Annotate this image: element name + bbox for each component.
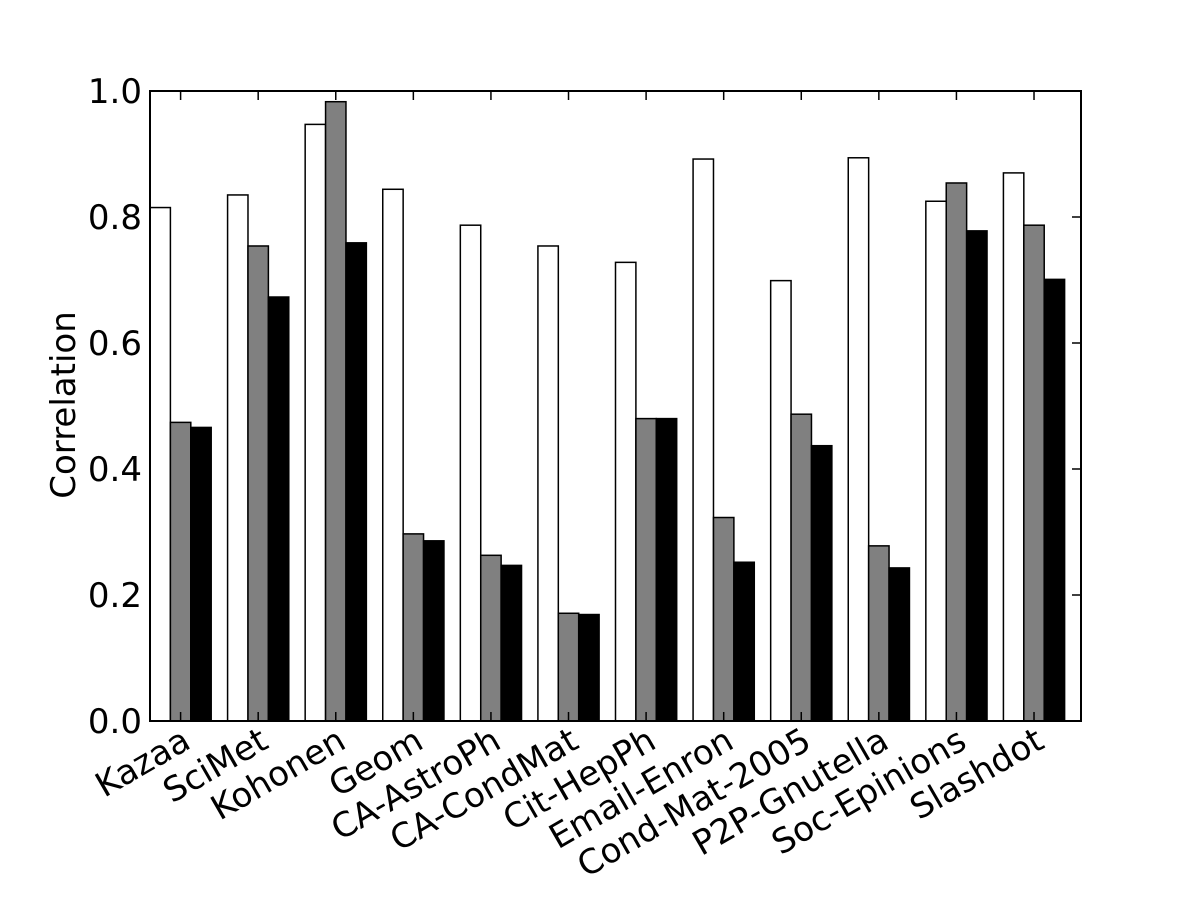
bar-email-enron-series-2 — [712, 516, 735, 722]
y-axis-label: Correlation — [44, 311, 84, 498]
bar-ca-condmat-series-3 — [577, 613, 600, 722]
bar-kohonen-series-2 — [324, 100, 347, 722]
bar-geom-series-1 — [382, 188, 404, 722]
bar-scimet-series-1 — [226, 194, 249, 722]
bar-email-enron-series-3 — [733, 561, 756, 722]
bar-ca-astroph-series-3 — [500, 564, 523, 722]
bar-cond-mat-2005-series-1 — [769, 279, 792, 722]
y-tick-label: 0.8 — [88, 198, 142, 238]
y-tick-label: 0.6 — [88, 324, 142, 364]
bar-ca-condmat-series-1 — [537, 245, 560, 722]
bar-cond-mat-2005-series-3 — [810, 444, 833, 722]
bar-cond-mat-2005-series-2 — [790, 413, 813, 722]
bar-kazaa-series-1 — [149, 206, 172, 722]
bar-email-enron-series-1 — [692, 158, 715, 722]
bar-soc-epinions-series-3 — [965, 230, 988, 722]
plot-frame — [149, 90, 1082, 722]
y-tick-label: 0.0 — [88, 702, 142, 742]
bar-ca-astroph-series-1 — [459, 224, 482, 722]
bar-kazaa-series-3 — [190, 426, 212, 722]
bar-groups — [149, 100, 1066, 722]
bar-cit-hepph-series-3 — [655, 417, 678, 722]
bar-cit-hepph-series-1 — [614, 261, 637, 722]
bar-soc-epinions-series-1 — [925, 200, 947, 722]
bar-p2p-gnutella-series-2 — [867, 545, 890, 722]
y-tick-label: 0.2 — [88, 576, 142, 616]
bar-soc-epinions-series-2 — [945, 182, 968, 722]
bar-kohonen-series-3 — [345, 242, 368, 722]
bar-slashdot-series-3 — [1043, 278, 1066, 722]
y-tick-label: 0.4 — [88, 450, 142, 490]
bar-ca-condmat-series-2 — [557, 612, 580, 722]
y-tick-label: 1.0 — [88, 72, 142, 112]
bar-geom-series-2 — [402, 533, 425, 722]
bar-slashdot-series-1 — [1002, 172, 1025, 722]
bar-geom-series-3 — [422, 540, 445, 722]
y-axis-ticks: 0.0 0.2 0.4 0.6 0.8 1.0 — [88, 72, 1081, 742]
bar-slashdot-series-2 — [1023, 224, 1045, 722]
bar-scimet-series-3 — [267, 296, 290, 722]
bar-p2p-gnutella-series-3 — [888, 567, 911, 722]
bar-cit-hepph-series-2 — [635, 417, 658, 722]
bar-p2p-gnutella-series-1 — [847, 157, 870, 722]
bar-ca-astroph-series-2 — [479, 554, 502, 722]
bar-kazaa-series-2 — [169, 421, 192, 722]
bar-kohonen-series-1 — [304, 123, 327, 722]
bar-scimet-series-2 — [247, 245, 270, 722]
